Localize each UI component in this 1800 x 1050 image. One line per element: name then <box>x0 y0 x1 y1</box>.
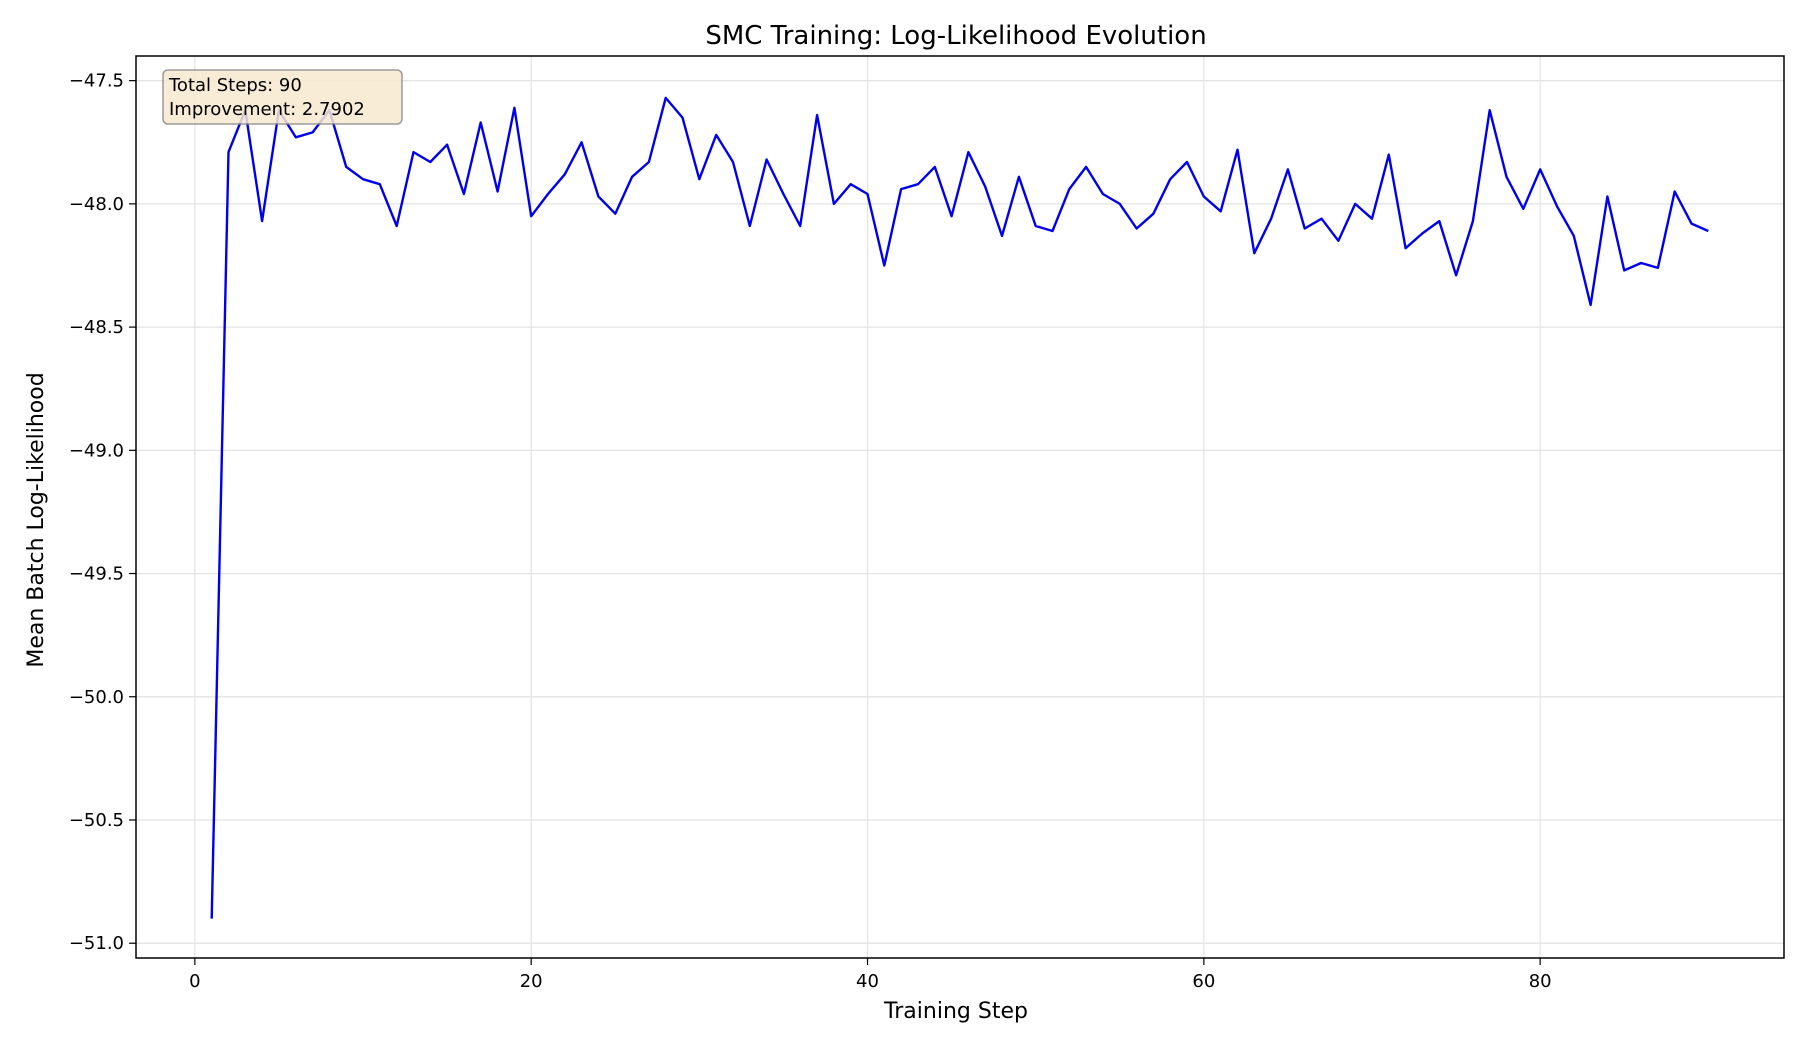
y-tick-label: −51.0 <box>69 933 124 954</box>
y-tick-label: −48.0 <box>69 194 124 215</box>
x-axis-label: Training Step <box>883 999 1028 1024</box>
x-tick-label: 80 <box>1529 971 1552 992</box>
chart-title: SMC Training: Log-Likelihood Evolution <box>705 21 1206 51</box>
y-axis-ticks: −51.0 −50.5 −50.0 −49.5 −49.0 −48.5 −48.0 −47.5 <box>69 71 136 954</box>
x-axis-ticks: 0 20 40 60 80 <box>189 958 1552 992</box>
annotation-line-improvement: Improvement: 2.7902 <box>169 99 365 120</box>
y-tick-label: −49.0 <box>69 440 124 461</box>
y-tick-label: −48.5 <box>69 317 124 338</box>
annotation-box: Total Steps: 90 Improvement: 2.7902 <box>162 69 403 125</box>
series-group <box>210 96 1709 919</box>
x-tick-label: 0 <box>189 971 200 992</box>
grid-lines <box>136 56 1784 958</box>
y-tick-label: −47.5 <box>69 71 124 92</box>
series-line <box>210 96 1709 919</box>
y-tick-label: −50.5 <box>69 810 124 831</box>
y-tick-label: −50.0 <box>69 687 124 708</box>
annotation-background <box>162 69 403 125</box>
x-tick-label: 60 <box>1192 971 1215 992</box>
plot-area-frame <box>135 55 1785 959</box>
x-tick-label: 40 <box>856 971 879 992</box>
x-tick-label: 20 <box>520 971 543 992</box>
y-axis-label: Mean Batch Log-Likelihood <box>24 372 49 667</box>
y-tick-label: −49.5 <box>69 564 124 585</box>
annotation-line-total-steps: Total Steps: 90 <box>168 75 302 96</box>
